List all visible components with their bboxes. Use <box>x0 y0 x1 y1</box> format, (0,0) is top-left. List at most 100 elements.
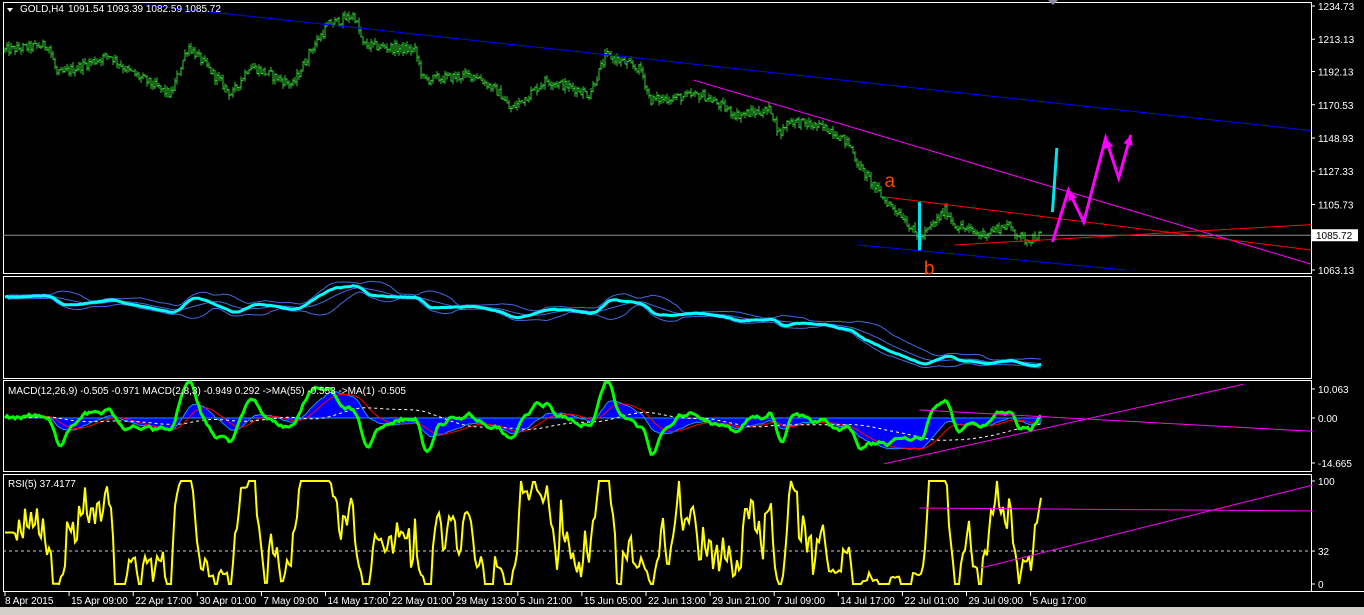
price-bar <box>718 102 720 111</box>
price-bar <box>62 66 64 74</box>
price-bar <box>244 69 246 82</box>
price-bar <box>612 55 614 64</box>
price-bar <box>350 15 352 20</box>
price-bar <box>358 17 360 35</box>
price-bar <box>682 95 684 102</box>
price-bar <box>906 216 908 227</box>
macd-panel[interactable] <box>3 380 1313 465</box>
price-bar <box>318 35 320 41</box>
price-bar <box>262 68 264 75</box>
price-bar <box>28 40 30 53</box>
price-bar <box>6 42 8 52</box>
price-bar <box>60 66 62 71</box>
price-bar <box>446 71 448 80</box>
price-bar <box>734 111 736 121</box>
price-axis-label: 1127.33 <box>1318 167 1354 178</box>
bands-panel[interactable] <box>4 280 1042 369</box>
time-axis-label: 29 May 13:00 <box>456 596 517 607</box>
price-bar <box>514 101 516 109</box>
price-bar <box>650 94 652 106</box>
price-bar <box>646 85 648 95</box>
price-bar <box>1008 220 1010 227</box>
price-bar <box>420 60 422 80</box>
price-bar <box>344 10 346 20</box>
time-axis-label: 15 Apr 09:00 <box>71 596 128 607</box>
rsi-panel-frame <box>3 474 1312 592</box>
price-bar <box>928 226 930 230</box>
shift-marker-icon[interactable] <box>1048 0 1058 5</box>
price-bar <box>958 225 960 234</box>
price-bar <box>866 170 868 182</box>
price-bar <box>342 12 344 29</box>
price-bar <box>428 76 430 86</box>
price-bar <box>352 11 354 21</box>
time-axis-label: 5 Aug 17:00 <box>1033 596 1087 607</box>
price-bar <box>144 74 146 78</box>
wave-label-b: b <box>924 259 935 280</box>
main-panel[interactable]: ab <box>3 4 1312 280</box>
macd-signal-line <box>4 393 1042 450</box>
price-bar <box>832 125 834 139</box>
price-bar <box>950 212 952 225</box>
price-bar <box>544 75 546 90</box>
price-bar <box>364 41 366 46</box>
price-bar <box>836 131 838 140</box>
price-bar <box>668 96 670 105</box>
price-bar <box>324 22 326 39</box>
price-bar <box>330 18 332 26</box>
price-bar <box>1006 220 1008 231</box>
price-bar <box>564 77 566 94</box>
price-bar <box>198 49 200 57</box>
price-bar <box>8 41 10 57</box>
price-bar <box>522 100 524 104</box>
price-bar <box>184 49 186 62</box>
price-bar <box>240 76 242 91</box>
price-bar <box>194 47 196 60</box>
price-bar <box>396 40 398 54</box>
price-bar <box>976 229 978 236</box>
price-bar <box>852 145 854 154</box>
price-bar <box>458 71 460 82</box>
price-bar <box>456 71 458 83</box>
price-bar <box>168 88 170 98</box>
price-bar <box>548 79 550 87</box>
price-bar <box>662 94 664 104</box>
price-bar <box>118 63 120 70</box>
rsi-panel[interactable] <box>3 480 1313 586</box>
price-bar <box>760 111 762 117</box>
price-bar <box>306 58 308 66</box>
price-bar <box>130 67 132 72</box>
price-bar <box>30 40 32 54</box>
price-bar <box>394 39 396 57</box>
price-bar <box>276 73 278 82</box>
price-bar <box>990 227 992 235</box>
price-bar <box>216 72 218 85</box>
price-bar <box>132 70 134 72</box>
price-bar <box>506 96 508 104</box>
time-axis-label: 22 May 01:00 <box>392 596 453 607</box>
dropdown-triangle-icon[interactable] <box>7 8 13 12</box>
price-bar <box>314 40 316 53</box>
price-bar <box>620 57 622 67</box>
price-bar <box>672 94 674 103</box>
price-bar <box>902 213 904 221</box>
price-bar <box>486 81 488 90</box>
price-bar <box>116 55 118 69</box>
macd-legend: MACD(12,26,9) -0.505 -0.971 MACD(2,8,3) … <box>8 386 406 397</box>
price-bar <box>642 66 644 80</box>
price-bar <box>890 201 892 207</box>
price-bar <box>388 48 390 53</box>
price-bar <box>916 231 918 240</box>
time-axis-label: 7 Jul 09:00 <box>776 596 825 607</box>
price-bar <box>520 100 522 104</box>
price-bar <box>578 87 580 93</box>
price-bar <box>182 59 184 70</box>
price-bar <box>762 108 764 118</box>
price-bar <box>212 68 214 76</box>
panel-frames <box>3 2 1364 592</box>
price-bar <box>984 230 986 239</box>
price-bar <box>894 205 896 216</box>
price-bar <box>946 203 948 221</box>
price-bar <box>408 44 410 53</box>
